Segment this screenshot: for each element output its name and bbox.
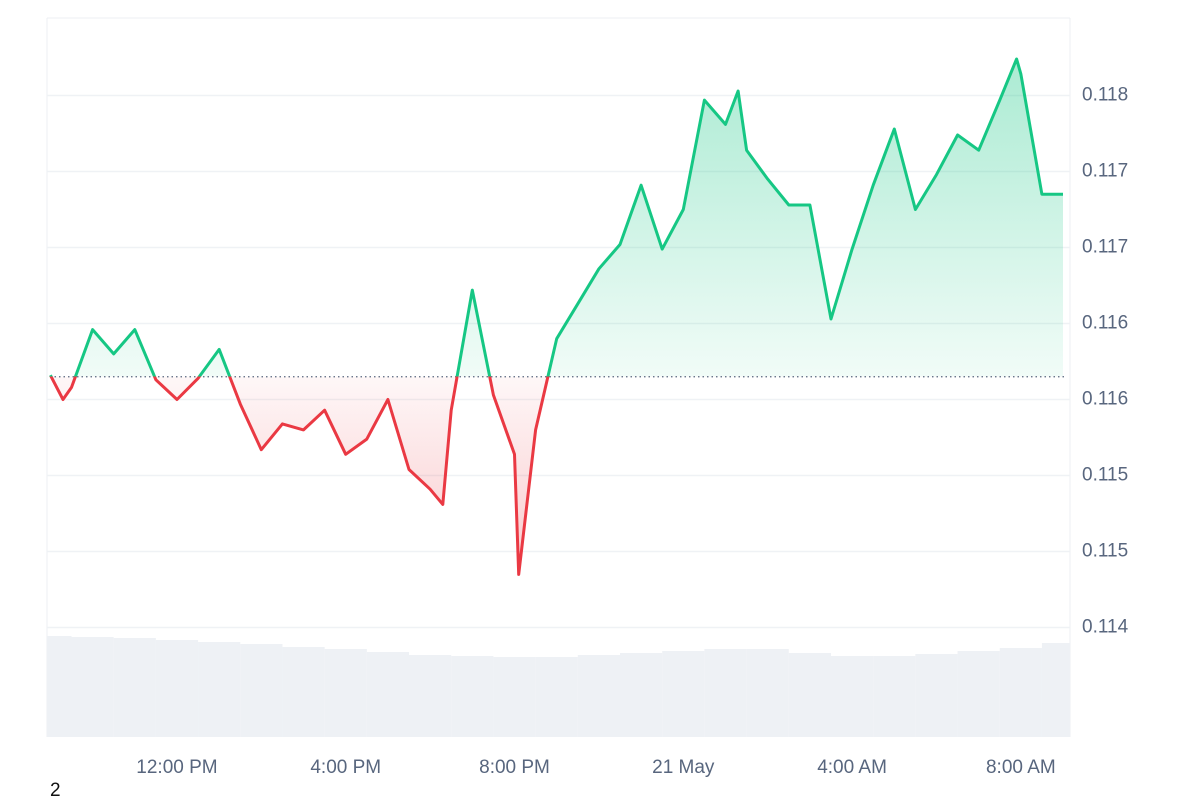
volume-bar bbox=[620, 653, 663, 737]
y-tick-label: 0.114 bbox=[1082, 617, 1129, 638]
volume-bar bbox=[704, 649, 747, 737]
y-tick-label: 0.115 bbox=[1082, 541, 1128, 562]
plot-frame bbox=[46, 17, 1071, 737]
x-tick-label: 8:00 AM bbox=[986, 757, 1056, 778]
x-tick-label: 21 May bbox=[652, 757, 715, 778]
y-tick-label: 0.118 bbox=[1082, 85, 1128, 106]
x-tick-label: 12:00 PM bbox=[136, 757, 217, 778]
volume-bar bbox=[577, 655, 621, 737]
price-line bbox=[49, 57, 1063, 576]
price-area bbox=[50, 59, 1063, 575]
volume-bar bbox=[535, 657, 578, 737]
x-tick-label: 4:00 PM bbox=[310, 757, 381, 778]
volume-bar bbox=[47, 636, 72, 737]
volume-bar bbox=[451, 656, 494, 737]
x-tick-label: 8:00 PM bbox=[479, 757, 550, 778]
y-tick-label: 0.117 bbox=[1082, 161, 1128, 182]
y-tick-label: 0.117 bbox=[1082, 237, 1128, 258]
volume-bar bbox=[1041, 643, 1070, 737]
volume-bar bbox=[788, 653, 831, 737]
volume-bar bbox=[873, 656, 916, 737]
volume-bar bbox=[155, 640, 199, 737]
volume-bar bbox=[830, 656, 874, 737]
y-tick-label: 0.116 bbox=[1082, 313, 1128, 334]
volume-bar bbox=[957, 651, 1000, 737]
volume-bar bbox=[324, 649, 367, 737]
volume-bar bbox=[240, 644, 283, 737]
y-tick-label: 0.116 bbox=[1082, 389, 1128, 410]
volume-bar bbox=[999, 648, 1042, 737]
volume-bar bbox=[409, 655, 452, 737]
y-tick-label: 0.115 bbox=[1082, 465, 1128, 486]
volume-bar bbox=[282, 647, 325, 737]
volume-bar bbox=[198, 642, 241, 737]
corner-label: 2 bbox=[50, 780, 61, 800]
volume-bar bbox=[71, 637, 114, 737]
x-tick-label: 4:00 AM bbox=[817, 757, 887, 778]
volume-bar bbox=[746, 649, 789, 737]
volume-bar bbox=[662, 651, 705, 737]
volume-bar bbox=[113, 638, 156, 737]
volume-bar bbox=[915, 654, 958, 737]
volume-bar bbox=[366, 652, 410, 737]
volume-bar bbox=[493, 657, 536, 737]
